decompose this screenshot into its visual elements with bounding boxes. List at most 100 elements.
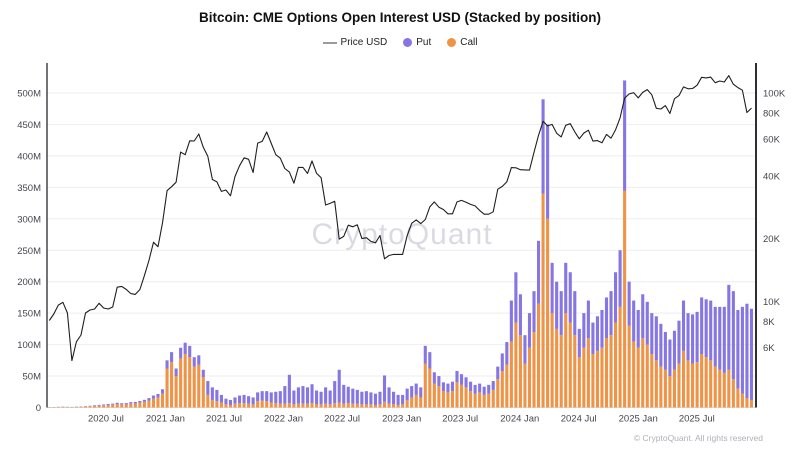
legend-item-call: Call bbox=[447, 37, 477, 48]
bar-put bbox=[731, 291, 735, 380]
bar-put bbox=[382, 375, 387, 402]
bar-call bbox=[337, 402, 341, 408]
bar-call bbox=[487, 393, 491, 408]
bar-put bbox=[573, 291, 577, 336]
bar-call bbox=[672, 369, 676, 408]
bar-call bbox=[659, 366, 663, 408]
bar-call bbox=[174, 376, 178, 408]
bar-put bbox=[668, 339, 672, 377]
bar-call bbox=[749, 399, 754, 408]
bar-call bbox=[432, 383, 436, 408]
bar-call bbox=[165, 368, 169, 408]
bar-call bbox=[555, 328, 559, 408]
y-left-tick-label: 250M bbox=[17, 246, 41, 257]
bar-put bbox=[654, 316, 658, 361]
bar-call bbox=[360, 404, 364, 408]
bar-put bbox=[518, 294, 522, 336]
bar-put bbox=[645, 301, 649, 345]
watermark: CryptoQuant bbox=[311, 218, 492, 251]
bar-call bbox=[645, 344, 649, 408]
bar-call bbox=[410, 397, 414, 408]
bar-put bbox=[192, 357, 196, 367]
bar-call bbox=[219, 402, 223, 408]
bar-call bbox=[559, 335, 563, 408]
bar-put bbox=[378, 391, 382, 405]
bar-put bbox=[401, 394, 405, 405]
bar-put bbox=[387, 387, 391, 404]
bar-put bbox=[718, 306, 722, 370]
bar-put bbox=[237, 395, 242, 404]
bar-call bbox=[292, 404, 296, 408]
bar-call bbox=[93, 405, 97, 408]
bar-put bbox=[663, 332, 667, 370]
bar-put bbox=[514, 272, 518, 323]
legend-item-put: Put bbox=[403, 37, 431, 48]
bar-call bbox=[536, 303, 541, 408]
bar-put bbox=[614, 272, 618, 323]
bar-call bbox=[663, 369, 667, 408]
bar-call bbox=[564, 313, 568, 408]
x-tick-label: 2022 Jan bbox=[264, 414, 303, 425]
bar-put bbox=[627, 281, 631, 326]
bar-call bbox=[296, 403, 300, 408]
bar-put bbox=[328, 390, 332, 405]
bar-call bbox=[324, 403, 328, 408]
bar-call bbox=[315, 404, 319, 408]
bar-put bbox=[523, 335, 527, 364]
x-tick-label: 2023 Jul bbox=[442, 414, 478, 425]
bar-call bbox=[319, 404, 323, 408]
x-tick-label: 2025 Jan bbox=[619, 414, 658, 425]
bar-call bbox=[192, 366, 196, 408]
bar-call bbox=[106, 404, 110, 408]
bar-call bbox=[623, 190, 627, 408]
copyright-note: © CryptoQuant. All rights reserved bbox=[633, 433, 763, 443]
bar-put bbox=[736, 310, 740, 389]
bar-call bbox=[450, 391, 455, 408]
bar-call bbox=[102, 405, 106, 408]
bar-call bbox=[392, 404, 396, 408]
bar-put bbox=[156, 393, 160, 398]
bar-put bbox=[102, 404, 106, 406]
bar-put bbox=[550, 262, 554, 314]
bar-call bbox=[224, 404, 228, 408]
put-swatch-icon bbox=[403, 38, 413, 47]
bar-put bbox=[568, 272, 572, 323]
bar-put bbox=[138, 401, 142, 403]
y-left-tick-label: 350M bbox=[17, 183, 41, 194]
bar-call bbox=[278, 403, 282, 408]
bar-call bbox=[414, 394, 418, 408]
bar-put bbox=[369, 392, 373, 405]
bar-put bbox=[437, 376, 441, 387]
bar-call bbox=[419, 397, 423, 408]
bar-call bbox=[342, 403, 346, 408]
y-left-tick-label: 200M bbox=[17, 277, 41, 288]
bar-call bbox=[83, 406, 88, 408]
bar-put bbox=[722, 306, 726, 373]
bar-put bbox=[93, 405, 97, 406]
bar-put bbox=[373, 393, 377, 405]
bar-call bbox=[546, 218, 550, 408]
bar-call bbox=[97, 405, 101, 408]
bar-put bbox=[428, 352, 432, 369]
bar-put bbox=[555, 281, 559, 329]
bar-call bbox=[428, 368, 432, 408]
bar-call bbox=[160, 393, 165, 408]
bar-put bbox=[188, 345, 192, 358]
y-left-tick-label: 0 bbox=[36, 403, 41, 414]
bar-call bbox=[568, 322, 572, 408]
bar-put bbox=[405, 388, 409, 400]
x-tick-label: 2025 Jul bbox=[679, 414, 715, 425]
bar-call bbox=[147, 400, 151, 408]
y-left-tick-label: 400M bbox=[17, 151, 41, 162]
x-tick-label: 2024 Jan bbox=[500, 414, 539, 425]
bar-call bbox=[256, 401, 260, 408]
bar-put bbox=[546, 124, 550, 219]
bar-call bbox=[473, 393, 477, 408]
y-left-tick-label: 300M bbox=[17, 214, 41, 225]
bar-call bbox=[346, 403, 350, 408]
bar-put bbox=[509, 300, 513, 342]
bar-call bbox=[464, 387, 468, 408]
bar-call bbox=[500, 371, 504, 408]
bar-call bbox=[378, 404, 382, 408]
